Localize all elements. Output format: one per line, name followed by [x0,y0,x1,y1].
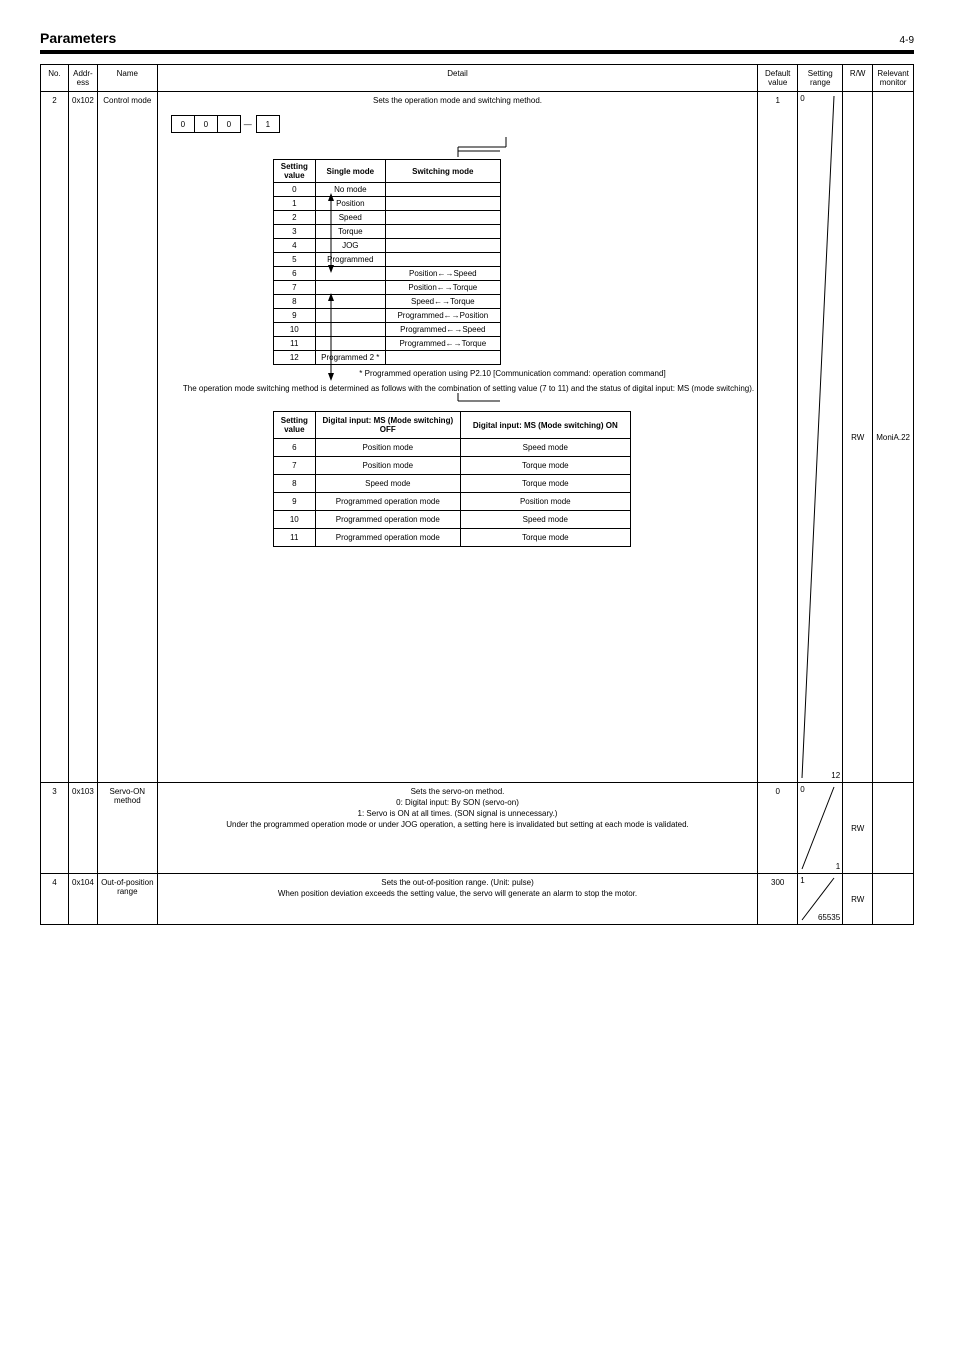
param-rw: RW [843,874,873,925]
param-rw: RW [843,92,873,783]
col-default: Default value [758,65,798,92]
header-rule [40,50,914,54]
param-mon [873,874,914,925]
col-name: Name [97,65,157,92]
parameter-table: No. Addr-ess Name Detail Default value S… [40,64,914,925]
param-mon [873,783,914,874]
param-addr: 0x104 [69,874,98,925]
param-rw: RW [843,783,873,874]
param-detail: Sets the operation mode and switching me… [157,92,757,783]
param-range: 1 65535 [798,874,843,925]
param-detail: Sets the servo-on method.0: Digital inpu… [157,783,757,874]
param-name: Servo-ON method [97,783,157,874]
param-no: 3 [41,783,69,874]
param-mon: MoniA.22 [873,92,914,783]
col-mon: Relevant monitor [873,65,914,92]
col-addr: Addr-ess [69,65,98,92]
param-no: 4 [41,874,69,925]
param-detail: Sets the out-of-position range. (Unit: p… [157,874,757,925]
param-addr: 0x103 [69,783,98,874]
param-default: 1 [758,92,798,783]
page-number: 4-9 [900,35,914,46]
param-name: Out-of-position range [97,874,157,925]
param-default: 300 [758,874,798,925]
col-detail: Detail [157,65,757,92]
param-addr: 0x102 [69,92,98,783]
col-range: Setting range [798,65,843,92]
col-rw: R/W [843,65,873,92]
page-title: Parameters [40,30,116,46]
param-range: 0 1 [798,783,843,874]
param-range: 0 12 [798,92,843,783]
param-default: 0 [758,783,798,874]
col-no: No. [41,65,69,92]
param-name: Control mode [97,92,157,783]
param-no: 2 [41,92,69,783]
